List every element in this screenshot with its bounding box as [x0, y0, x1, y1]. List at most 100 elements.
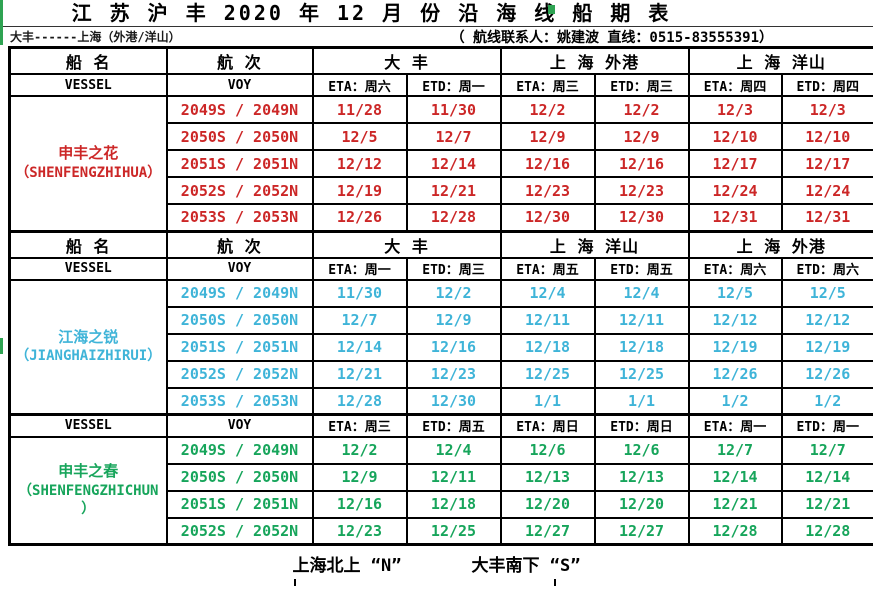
date-cell: 12/11 [499, 305, 596, 335]
date-cell: 12/24 [687, 176, 783, 205]
date-cell: 12/31 [687, 203, 783, 232]
date-cell: 12/14 [780, 462, 873, 492]
schedule-row: 2053S / 2053N 12/26 12/28 12/30 12/30 12… [10, 203, 873, 232]
date-cell: 12/20 [499, 489, 596, 519]
border-stub [554, 579, 556, 586]
date-cell: 12/21 [780, 489, 873, 519]
date-cell: 12/13 [593, 462, 690, 492]
section1-eta-etd-header-row: VESSEL VOY ETA：周六 ETD：周一 ETA：周三 ETD：周三 E… [8, 73, 873, 97]
date-cell: 12/26 [780, 359, 873, 389]
date-cell: 12/7 [687, 435, 783, 465]
voyage-cell: 2051S / 2051N [165, 489, 314, 519]
ship-name-header: 船 名 [8, 229, 168, 259]
date-cell: 12/23 [311, 516, 408, 546]
date-cell: 12/30 [405, 386, 502, 416]
contact-info: （ 航线联系人：姚建波 直线：0515-83555391） [450, 29, 773, 46]
date-cell: 12/14 [311, 332, 408, 362]
date-cell: 12/3 [687, 95, 783, 124]
voy-en-header: VOY [165, 256, 314, 281]
date-cell: 12/12 [780, 305, 873, 335]
voy-en-header: VOY [165, 73, 314, 97]
date-cell: 12/28 [687, 516, 783, 546]
vessel-name-cell: 申丰之春 （SHENFENGZHICHUN） [8, 435, 168, 546]
eta-header: ETA：周四 [687, 73, 783, 97]
voyage-cell: 2053S / 2053N [165, 203, 314, 232]
date-cell: 12/21 [405, 176, 502, 205]
date-cell: 12/9 [593, 122, 690, 151]
port-header-dafeng: 大 丰 [311, 229, 502, 259]
date-cell: 12/18 [405, 489, 502, 519]
date-cell: 12/6 [499, 435, 596, 465]
date-cell: 12/27 [593, 516, 690, 546]
voyage-cell: 2050S / 2050N [165, 122, 314, 151]
date-cell: 12/4 [405, 435, 502, 465]
date-cell: 11/28 [311, 95, 408, 124]
date-cell: 12/18 [499, 332, 596, 362]
vessel-name-cn: 申丰之花 [58, 144, 119, 163]
voyage-cell: 2052S / 2052N [165, 359, 314, 389]
green-artifact-mark [548, 5, 555, 14]
date-cell: 12/11 [405, 462, 502, 492]
vessel-name-en: （SHENFENGZHICHUN） [18, 482, 159, 517]
port-header-shanghai-yangshan: 上 海 洋山 [687, 46, 873, 75]
voyage-header: 航 次 [165, 229, 314, 259]
date-cell: 12/14 [405, 149, 502, 178]
schedule-row: 2053S / 2053N 12/28 12/30 1/1 1/1 1/2 1/… [10, 386, 873, 416]
schedule-row: 2050S / 2050N 12/7 12/9 12/11 12/11 12/1… [10, 305, 873, 335]
date-cell: 1/2 [780, 386, 873, 416]
date-cell: 12/9 [405, 305, 502, 335]
date-cell: 12/30 [593, 203, 690, 232]
date-cell: 12/4 [499, 278, 596, 308]
date-cell: 12/16 [499, 149, 596, 178]
eta-header: ETA：周六 [687, 256, 783, 281]
date-cell: 12/2 [593, 95, 690, 124]
port-header-shanghai-yangshan: 上 海 洋山 [499, 229, 690, 259]
date-cell: 12/28 [311, 386, 408, 416]
voyage-cell: 2049S / 2049N [165, 95, 314, 124]
border-stub [294, 579, 296, 586]
section2-port-header-row: 船 名 航 次 大 丰 上 海 洋山 上 海 外港 [8, 229, 873, 259]
eta-header: ETA：周五 [499, 256, 596, 281]
voy-en-header: VOY [165, 413, 314, 438]
schedule-row: 2050S / 2050N 12/5 12/7 12/9 12/9 12/10 … [10, 122, 873, 151]
date-cell: 12/10 [780, 122, 873, 151]
eta-header: ETA：周日 [499, 413, 596, 438]
schedule-row: 2050S / 2050N 12/9 12/11 12/13 12/13 12/… [10, 462, 873, 492]
vessel-en-header: VESSEL [8, 413, 168, 438]
date-cell: 12/23 [499, 176, 596, 205]
etd-header: ETD：周四 [780, 73, 873, 97]
date-cell: 12/5 [687, 278, 783, 308]
date-cell: 1/2 [687, 386, 783, 416]
date-cell: 12/23 [405, 359, 502, 389]
ship-name-header: 船 名 [8, 46, 168, 75]
subtitle-row: 大丰------上海（外港/洋山） （ 航线联系人：姚建波 直线：0515-83… [0, 27, 873, 46]
footer-legend: 上海北上 “N” 大丰南下 “S” [0, 546, 873, 580]
footer-north-label: 上海北上 “N” [292, 555, 402, 576]
date-cell: 12/26 [311, 203, 408, 232]
date-cell: 12/11 [593, 305, 690, 335]
date-cell: 12/25 [499, 359, 596, 389]
voyage-cell: 2050S / 2050N [165, 305, 314, 335]
voyage-cell: 2049S / 2049N [165, 435, 314, 465]
date-cell: 12/9 [311, 462, 408, 492]
vessel-en-header: VESSEL [8, 256, 168, 281]
etd-header: ETD：周三 [593, 73, 690, 97]
date-cell: 12/23 [593, 176, 690, 205]
etd-header: ETD：周六 [780, 256, 873, 281]
date-cell: 12/2 [311, 435, 408, 465]
schedule-row: 2052S / 2052N 12/21 12/23 12/25 12/25 12… [10, 359, 873, 389]
left-edge-green-mark [0, 0, 3, 45]
date-cell: 12/21 [687, 489, 783, 519]
vessel-name-cn: 申丰之春 [58, 462, 119, 481]
vessel-name-cell: 申丰之花 （SHENFENGZHIHUA） [8, 95, 168, 232]
date-cell: 12/18 [593, 332, 690, 362]
date-cell: 12/21 [311, 359, 408, 389]
date-cell: 12/19 [780, 332, 873, 362]
port-header-dafeng: 大 丰 [311, 46, 502, 75]
section2-eta-etd-header-row: VESSEL VOY ETA：周一 ETD：周三 ETA：周五 ETD：周五 E… [8, 256, 873, 281]
footer-south-label: 大丰南下 “S” [471, 555, 581, 576]
date-cell: 12/16 [593, 149, 690, 178]
etd-header: ETD：周一 [405, 73, 502, 97]
date-cell: 12/25 [593, 359, 690, 389]
schedule-row: 2052S / 2052N 12/23 12/25 12/27 12/27 12… [10, 516, 873, 546]
